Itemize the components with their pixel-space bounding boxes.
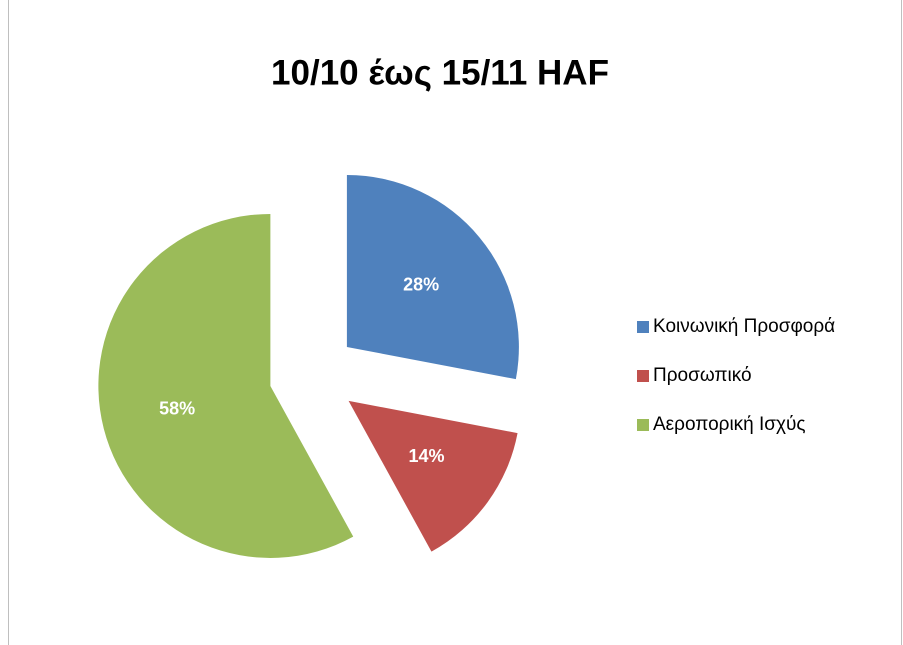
legend-swatch	[637, 370, 649, 382]
legend-label: Αεροπορική Ισχύς	[653, 414, 806, 435]
chart-title: 10/10 έως 15/11 HAF	[271, 53, 609, 92]
legend-label: Προσωπικό	[653, 365, 752, 386]
slice-label: 14%	[409, 446, 445, 466]
pie-slice	[346, 174, 519, 380]
legend-label: Κοινωνική Προσφορά	[653, 316, 835, 337]
pie-slice	[98, 213, 354, 558]
pie-slice	[348, 400, 518, 552]
slice-label: 58%	[159, 399, 195, 419]
slice-label: 28%	[403, 274, 439, 294]
legend-swatch	[637, 321, 649, 333]
legend-swatch	[637, 419, 649, 431]
